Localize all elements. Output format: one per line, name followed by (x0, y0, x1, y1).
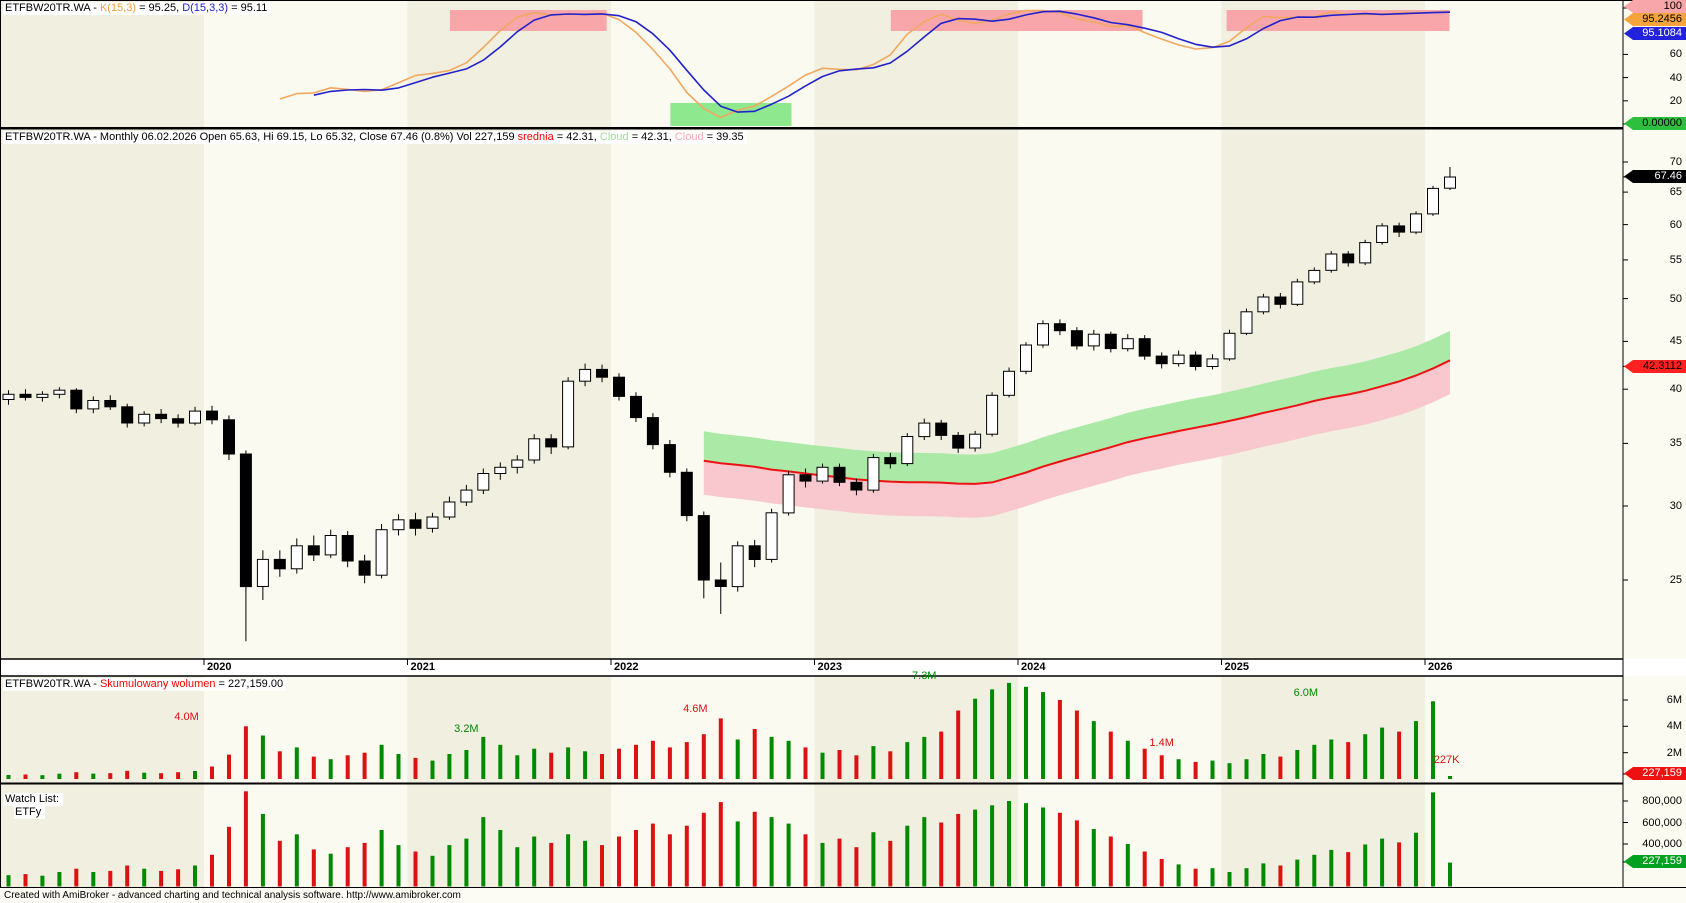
k-value: = 95.25, (136, 2, 183, 14)
symbol-label: ETFBW20TR.WA - (5, 2, 100, 14)
volume-indicator-label: Skumulowany wolumen (99, 678, 216, 690)
watchlist-last-badge: 227,159 (1624, 855, 1686, 868)
volume-peak-annotation: 1.4M (1149, 737, 1174, 750)
footer-credit: Created with AmiBroker - advanced charti… (4, 890, 461, 901)
watchlist-axis-label: 400,000 (1642, 838, 1682, 850)
volume-axis-label: 4M (1666, 720, 1682, 733)
k-line-label: K(15,3) (99, 2, 137, 14)
year-label-2026: 2026 (1428, 661, 1453, 673)
volume-axis-label: 6M (1666, 693, 1682, 706)
watchlist-axis-label: 600,000 (1642, 816, 1682, 829)
year-label-2024: 2024 (1021, 661, 1046, 673)
price-title-main: ETFBW20TR.WA - Monthly 06.02.2026 Open 6… (5, 131, 518, 143)
volume-peak-annotation: 227K (1433, 753, 1460, 766)
price-axis-label: 70 (1669, 156, 1682, 168)
price-axis-label: 55 (1669, 253, 1682, 266)
d-value: = 95.11 (228, 2, 268, 14)
watchlist-item-etfy[interactable]: ETFy (14, 806, 46, 819)
price-close-badge: 67.46 (1624, 170, 1686, 183)
srednia-value: = 42.31, (553, 131, 600, 143)
stochastic-pane-title: ETFBW20TR.WA - K(15,3) = 95.25, D(15,3,3… (3, 2, 271, 15)
price-axis-label: 40 (1669, 383, 1682, 396)
year-label-2023: 2023 (817, 661, 842, 673)
year-label-2021: 2021 (410, 661, 435, 673)
cloud-lower-value: = 39.35 (703, 131, 744, 143)
cloud-upper-value: = 42.31, (628, 131, 675, 143)
symbol-label: ETFBW20TR.WA - (5, 678, 100, 690)
stoch-axis-label: 20 (1669, 94, 1682, 107)
stoch-zero-badge: 0.00000 (1624, 117, 1686, 130)
srednia-label: srednia (517, 131, 554, 143)
volume-peak-annotation: 6.0M (1293, 687, 1319, 699)
footer-band (0, 888, 1686, 903)
price-axis-label: 45 (1669, 335, 1682, 348)
year-label-2025: 2025 (1224, 661, 1249, 673)
price-axis-label: 30 (1669, 500, 1682, 512)
price-axis-label: 60 (1669, 218, 1682, 231)
cloud-lower-label: Cloud (674, 131, 704, 143)
price-axis-label: 65 (1669, 186, 1682, 199)
cloud-upper-label: Cloud (599, 131, 629, 143)
d-line-label: D(15,3,3) (182, 2, 229, 14)
volume-peak-annotation: 4.6M (683, 702, 708, 715)
price-axis-label: 50 (1669, 292, 1682, 305)
year-label-2022: 2022 (614, 661, 639, 673)
watchlist-panel: Watch List: ETFy (4, 793, 63, 819)
stoch-top-badge: 100 (1624, 0, 1686, 13)
volume-last-badge: 227,159 (1624, 767, 1686, 780)
stoch-axis-label: 60 (1669, 48, 1682, 61)
volume-value: = 227,159.00 (215, 678, 284, 690)
stoch-d-badge: 95.1084 (1624, 27, 1686, 40)
volume-peak-annotation: 4.0M (174, 710, 199, 723)
price-srednia-badge: 42.3112 (1624, 360, 1686, 373)
volume-peak-annotation: 3.2M (454, 722, 479, 735)
watchlist-axis-label: 800,000 (1642, 795, 1682, 807)
price-axis-label: 35 (1669, 437, 1682, 450)
stoch-k-badge: 95.2456 (1624, 13, 1686, 26)
volume-peak-annotation: 7.3M (912, 669, 937, 682)
stoch-axis-label: 40 (1669, 71, 1682, 84)
year-label-2020: 2020 (207, 661, 232, 673)
watchlist-title: Watch List: (4, 793, 63, 806)
price-pane-title: ETFBW20TR.WA - Monthly 06.02.2026 Open 6… (3, 131, 747, 144)
price-axis-label: 25 (1669, 574, 1682, 587)
volume-pane-title: ETFBW20TR.WA - Skumulowany wolumen = 227… (3, 678, 287, 691)
volume-axis-label: 2M (1666, 746, 1682, 759)
